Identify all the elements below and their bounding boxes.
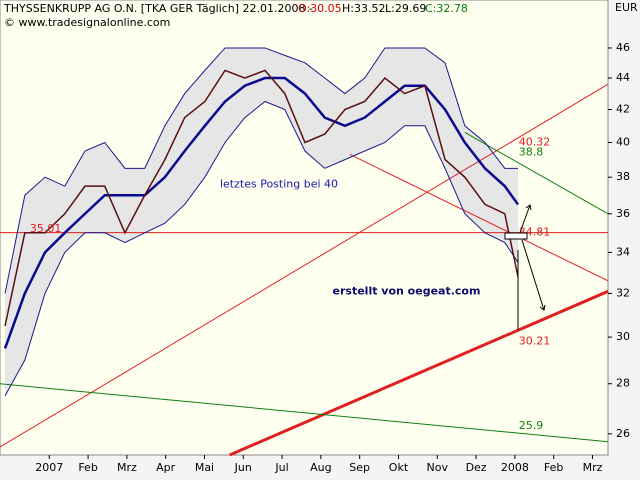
y-tick-label: 38: [616, 170, 630, 183]
marks: 26 28 30 32 34 36 38 40 42 44 46 2007 Feb Mrz Apr Mai Ju…: [0, 41, 630, 474]
series-line: [4, 100, 519, 397]
series-line: [3, 76, 519, 349]
y-tick-label: 26: [616, 427, 630, 440]
x-tick-label: Aug: [310, 461, 331, 474]
y-tick-label: 46: [616, 41, 630, 54]
y-tick-label: 36: [616, 207, 630, 220]
header-open: O:30.05: [298, 2, 342, 15]
annotation: letztes Posting bei 40: [220, 177, 338, 190]
y-tick-label: 28: [616, 377, 630, 390]
currency: EUR: [615, 1, 638, 14]
y-tick-label: 32: [616, 286, 630, 299]
annotation: 38.8: [519, 146, 544, 159]
x-tick-label: Jul: [274, 461, 288, 474]
trend-line: [349, 153, 609, 282]
trend-line: [0, 383, 609, 443]
annotation: erstellt von oegeat.com: [333, 284, 481, 297]
x-tick-label: Nov: [427, 461, 449, 474]
x-tick-label: Okt: [389, 461, 409, 474]
y-tick-label: 34: [616, 245, 630, 258]
x-tick-label: 2008: [501, 461, 529, 474]
x-tick-label: 2007: [35, 461, 63, 474]
y-tick-label: 42: [616, 102, 630, 115]
series-line: [4, 69, 519, 327]
arrows: [504, 204, 546, 330]
source: © www.tradesignalonline.com: [4, 16, 170, 29]
x-tick-label: Mrz: [583, 461, 603, 474]
x-tick-label: Dez: [466, 461, 487, 474]
trend-line: [0, 83, 609, 448]
x-tick-label: Apr: [156, 461, 176, 474]
x-tick-label: Mai: [195, 461, 214, 474]
annotation: 25.9: [519, 419, 544, 432]
trend-line: [464, 131, 609, 215]
band-area: [5, 47, 518, 396]
series-line: [4, 47, 518, 294]
x-tick-label: Jun: [234, 461, 252, 474]
x-tick-label: Sep: [349, 461, 370, 474]
annotation: 35.01: [30, 222, 62, 235]
y-tick-label: 30: [616, 330, 630, 343]
trend-line: [229, 289, 609, 457]
annotation: 30.21: [519, 335, 551, 348]
x-tick-label: Mrz: [117, 461, 137, 474]
x-tick-label: Feb: [544, 461, 563, 474]
header-title: THYSSENKRUPP AG O.N. [TKA GER Täglich] 2…: [3, 2, 313, 15]
x-tick-label: Feb: [78, 461, 97, 474]
annotation: 40.32: [519, 135, 551, 148]
header-close: C:32.78: [425, 2, 468, 15]
header-low: L:29.69: [385, 2, 426, 15]
header-high: H:33.52: [342, 2, 385, 15]
y-tick-label: 40: [616, 135, 630, 148]
y-tick-label: 44: [616, 71, 630, 84]
